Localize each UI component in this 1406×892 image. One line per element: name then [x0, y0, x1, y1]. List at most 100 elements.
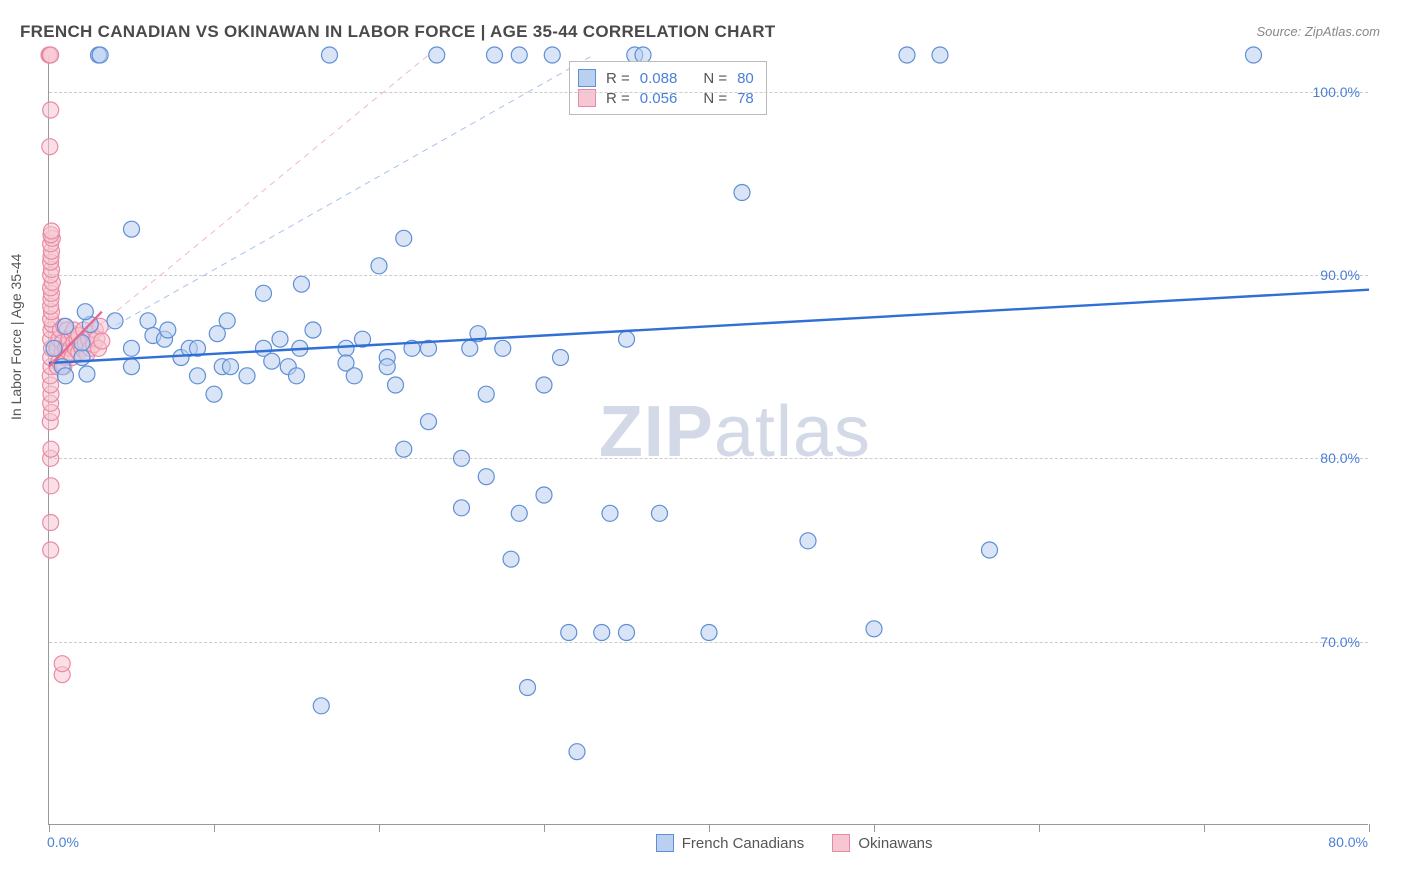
data-point [478, 469, 494, 485]
data-point [388, 377, 404, 393]
trend-line [49, 290, 1369, 363]
data-point [58, 318, 74, 334]
source-attribution: Source: ZipAtlas.com [1256, 24, 1380, 39]
gridline [49, 92, 1368, 93]
data-point [43, 515, 59, 531]
data-point [79, 366, 95, 382]
data-point [619, 331, 635, 347]
data-point [503, 551, 519, 567]
legend-label: French Canadians [682, 835, 805, 852]
data-point [396, 441, 412, 457]
data-point [46, 340, 62, 356]
y-tick-label: 80.0% [1320, 450, 1360, 466]
x-tick [49, 824, 50, 832]
data-point [495, 340, 511, 356]
data-point [124, 221, 140, 237]
data-point [511, 505, 527, 521]
data-point [536, 487, 552, 503]
n-value: 80 [737, 70, 754, 87]
data-point [94, 333, 110, 349]
x-tick [1039, 824, 1040, 832]
data-point [43, 47, 59, 63]
data-point [338, 340, 354, 356]
data-point [305, 322, 321, 338]
x-tick [214, 824, 215, 832]
data-point [899, 47, 915, 63]
x-tick [709, 824, 710, 832]
x-axis-max-label: 80.0% [1328, 834, 1368, 850]
data-point [289, 368, 305, 384]
data-point [107, 313, 123, 329]
data-point [520, 680, 536, 696]
data-point [478, 386, 494, 402]
legend-label: Okinawans [858, 835, 932, 852]
data-point [124, 359, 140, 375]
data-point [396, 230, 412, 246]
correlation-row: R =0.088N =80 [578, 69, 754, 87]
data-point [619, 625, 635, 641]
data-point [264, 353, 280, 369]
plot-area: ZIPatlas R =0.088N =80R =0.056N =78 0.0%… [48, 55, 1368, 825]
data-point [43, 223, 59, 239]
data-point [256, 285, 272, 301]
data-point [190, 368, 206, 384]
data-point [536, 377, 552, 393]
trend-line [49, 55, 594, 363]
y-tick-label: 70.0% [1320, 634, 1360, 650]
data-point [429, 47, 445, 63]
data-point [866, 621, 882, 637]
x-tick [1204, 824, 1205, 832]
data-point [223, 359, 239, 375]
data-point [239, 368, 255, 384]
gridline [49, 275, 1368, 276]
data-point [652, 505, 668, 521]
data-point [462, 340, 478, 356]
x-tick [874, 824, 875, 832]
data-point [346, 368, 362, 384]
data-point [140, 313, 156, 329]
y-axis-label: In Labor Force | Age 35-44 [8, 254, 24, 420]
data-point [322, 47, 338, 63]
x-axis-min-label: 0.0% [47, 834, 79, 850]
data-point [272, 331, 288, 347]
data-point [734, 185, 750, 201]
data-point [77, 304, 93, 320]
data-point [379, 359, 395, 375]
x-tick [1369, 824, 1370, 832]
series-swatch [656, 834, 674, 852]
x-tick [379, 824, 380, 832]
data-point [800, 533, 816, 549]
series-swatch [578, 69, 596, 87]
data-point [1246, 47, 1262, 63]
data-point [92, 47, 108, 63]
y-tick-label: 90.0% [1320, 267, 1360, 283]
series-swatch [832, 834, 850, 852]
x-tick [544, 824, 545, 832]
data-point [932, 47, 948, 63]
data-point [454, 500, 470, 516]
data-point [43, 542, 59, 558]
r-label: R = [606, 70, 630, 87]
data-point [421, 414, 437, 430]
data-point [293, 276, 309, 292]
y-tick-label: 100.0% [1313, 84, 1360, 100]
data-point [553, 350, 569, 366]
correlation-legend: R =0.088N =80R =0.056N =78 [569, 61, 767, 115]
data-point [43, 441, 59, 457]
data-point [58, 368, 74, 384]
data-point [487, 47, 503, 63]
data-point [124, 340, 140, 356]
chart-svg [49, 55, 1368, 824]
gridline [49, 458, 1368, 459]
data-point [561, 625, 577, 641]
data-point [982, 542, 998, 558]
data-point [602, 505, 618, 521]
data-point [74, 350, 90, 366]
data-point [544, 47, 560, 63]
data-point [371, 258, 387, 274]
data-point [219, 313, 235, 329]
data-point [594, 625, 610, 641]
trend-line [49, 55, 429, 367]
legend-item: French Canadians [656, 834, 805, 852]
data-point [701, 625, 717, 641]
